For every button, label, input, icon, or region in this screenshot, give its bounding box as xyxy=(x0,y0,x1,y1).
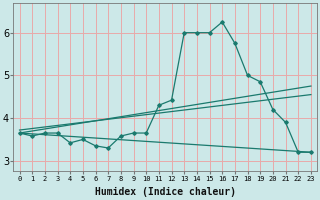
X-axis label: Humidex (Indice chaleur): Humidex (Indice chaleur) xyxy=(95,187,236,197)
